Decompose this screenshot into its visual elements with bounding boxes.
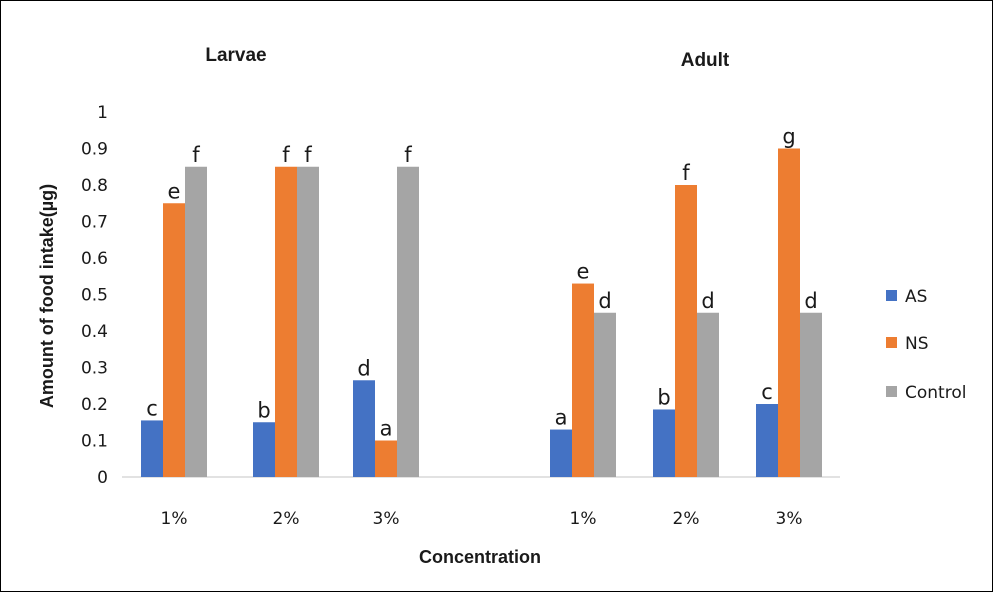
bar-ns [778,148,800,477]
x-tick-label: 1% [161,509,188,529]
bar-as [353,380,375,477]
bar-significance-label: a [555,406,568,430]
bar-significance-label: e [168,179,181,203]
legend-swatch-ns [886,337,897,348]
x-tick-label: 3% [373,509,400,529]
bar-significance-label: b [657,385,670,409]
bar-significance-label: d [357,356,370,380]
bar-significance-label: f [282,143,290,167]
y-tick-label: 0.7 [81,213,108,233]
x-tick-label: 1% [570,509,597,529]
bar-significance-label: a [380,417,393,441]
y-tick-label: 0.8 [81,176,108,196]
legend-label-as: AS [905,287,927,307]
bar-ns [375,440,397,477]
panel-title-larvae: Larvae [205,45,266,66]
bar-significance-label: c [761,380,773,404]
bar-as [756,404,778,477]
bar-significance-label: f [304,143,312,167]
axis-layer: 0 0.1 0.2 0.3 0.4 0.5 0.6 0.7 0.8 0.9 1 1% 2% 3% 1% 2% 3… [81,103,840,529]
bar-as [253,422,275,477]
bar-ns [163,203,185,477]
legend-swatch-control [886,386,897,397]
bar-significance-label: d [598,289,611,313]
bars-layer [141,148,822,477]
legend: AS NS Control [886,287,966,403]
bar-control [697,312,719,477]
y-tick-label: 0.1 [81,432,108,452]
bar-ns [572,283,594,477]
bar-significance-label: e [577,260,590,284]
y-tick-label: 0.5 [81,286,108,306]
bar-control [594,312,616,477]
y-tick-label: 1 [97,103,108,123]
x-tick-label: 3% [776,509,803,529]
bar-control [297,166,319,477]
x-axis-title: Concentration [419,547,541,567]
bar-significance-label: c [146,396,158,420]
bar-ns [675,185,697,477]
bar-significance-label: g [782,125,795,149]
bar-as [550,429,572,477]
y-tick-label: 0.4 [81,322,108,342]
bar-control [397,166,419,477]
bar-significance-label: b [257,398,270,422]
x-tick-label: 2% [273,509,300,529]
x-tick-label: 2% [673,509,700,529]
panel-title-adult: Adult [681,50,730,71]
y-axis-title: Amount of food intake(µg) [37,184,57,408]
y-tick-label: 0.3 [81,359,108,379]
bar-significance-label: f [404,143,412,167]
bar-control [800,312,822,477]
bar-significance-label: d [701,289,714,313]
legend-label-ns: NS [905,334,929,354]
y-tick-label: 0.2 [81,395,108,415]
bar-significance-label: f [192,143,200,167]
y-tick-label: 0.9 [81,140,108,160]
bar-significance-label: f [682,161,690,185]
bar-as [653,409,675,477]
bar-significance-label: d [804,289,817,313]
legend-label-control: Control [905,383,966,403]
bar-ns [275,166,297,477]
bar-control [185,166,207,477]
y-tick-label: 0 [97,468,108,488]
y-tick-label: 0.6 [81,249,108,269]
legend-swatch-as [886,290,897,301]
bar-as [141,420,163,477]
